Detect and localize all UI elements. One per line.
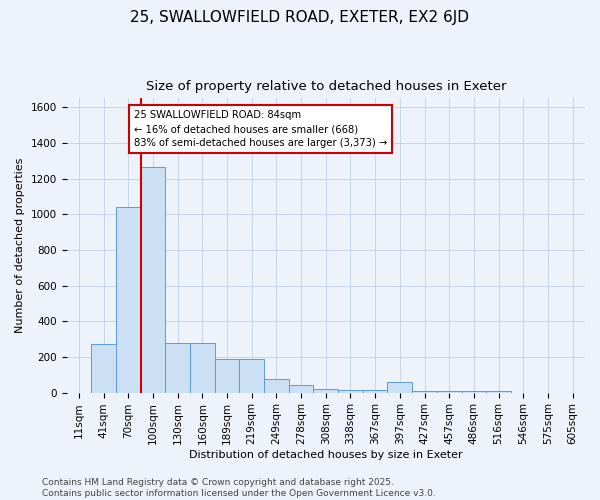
- Bar: [363, 390, 388, 392]
- Bar: [461, 391, 486, 392]
- Title: Size of property relative to detached houses in Exeter: Size of property relative to detached ho…: [146, 80, 506, 93]
- Bar: [116, 207, 140, 392]
- Bar: [264, 379, 289, 392]
- Bar: [313, 389, 338, 392]
- Text: Contains HM Land Registry data © Crown copyright and database right 2025.
Contai: Contains HM Land Registry data © Crown c…: [42, 478, 436, 498]
- Bar: [388, 382, 412, 392]
- Bar: [289, 386, 313, 392]
- Bar: [91, 344, 116, 392]
- Bar: [165, 342, 190, 392]
- Y-axis label: Number of detached properties: Number of detached properties: [15, 158, 25, 333]
- Text: 25 SWALLOWFIELD ROAD: 84sqm
← 16% of detached houses are smaller (668)
83% of se: 25 SWALLOWFIELD ROAD: 84sqm ← 16% of det…: [134, 110, 387, 148]
- Bar: [437, 391, 461, 392]
- Bar: [412, 391, 437, 392]
- Text: 25, SWALLOWFIELD ROAD, EXETER, EX2 6JD: 25, SWALLOWFIELD ROAD, EXETER, EX2 6JD: [131, 10, 470, 25]
- Bar: [190, 342, 215, 392]
- Bar: [338, 390, 363, 392]
- X-axis label: Distribution of detached houses by size in Exeter: Distribution of detached houses by size …: [189, 450, 463, 460]
- Bar: [140, 167, 165, 392]
- Bar: [215, 358, 239, 392]
- Bar: [239, 358, 264, 392]
- Bar: [486, 391, 511, 392]
